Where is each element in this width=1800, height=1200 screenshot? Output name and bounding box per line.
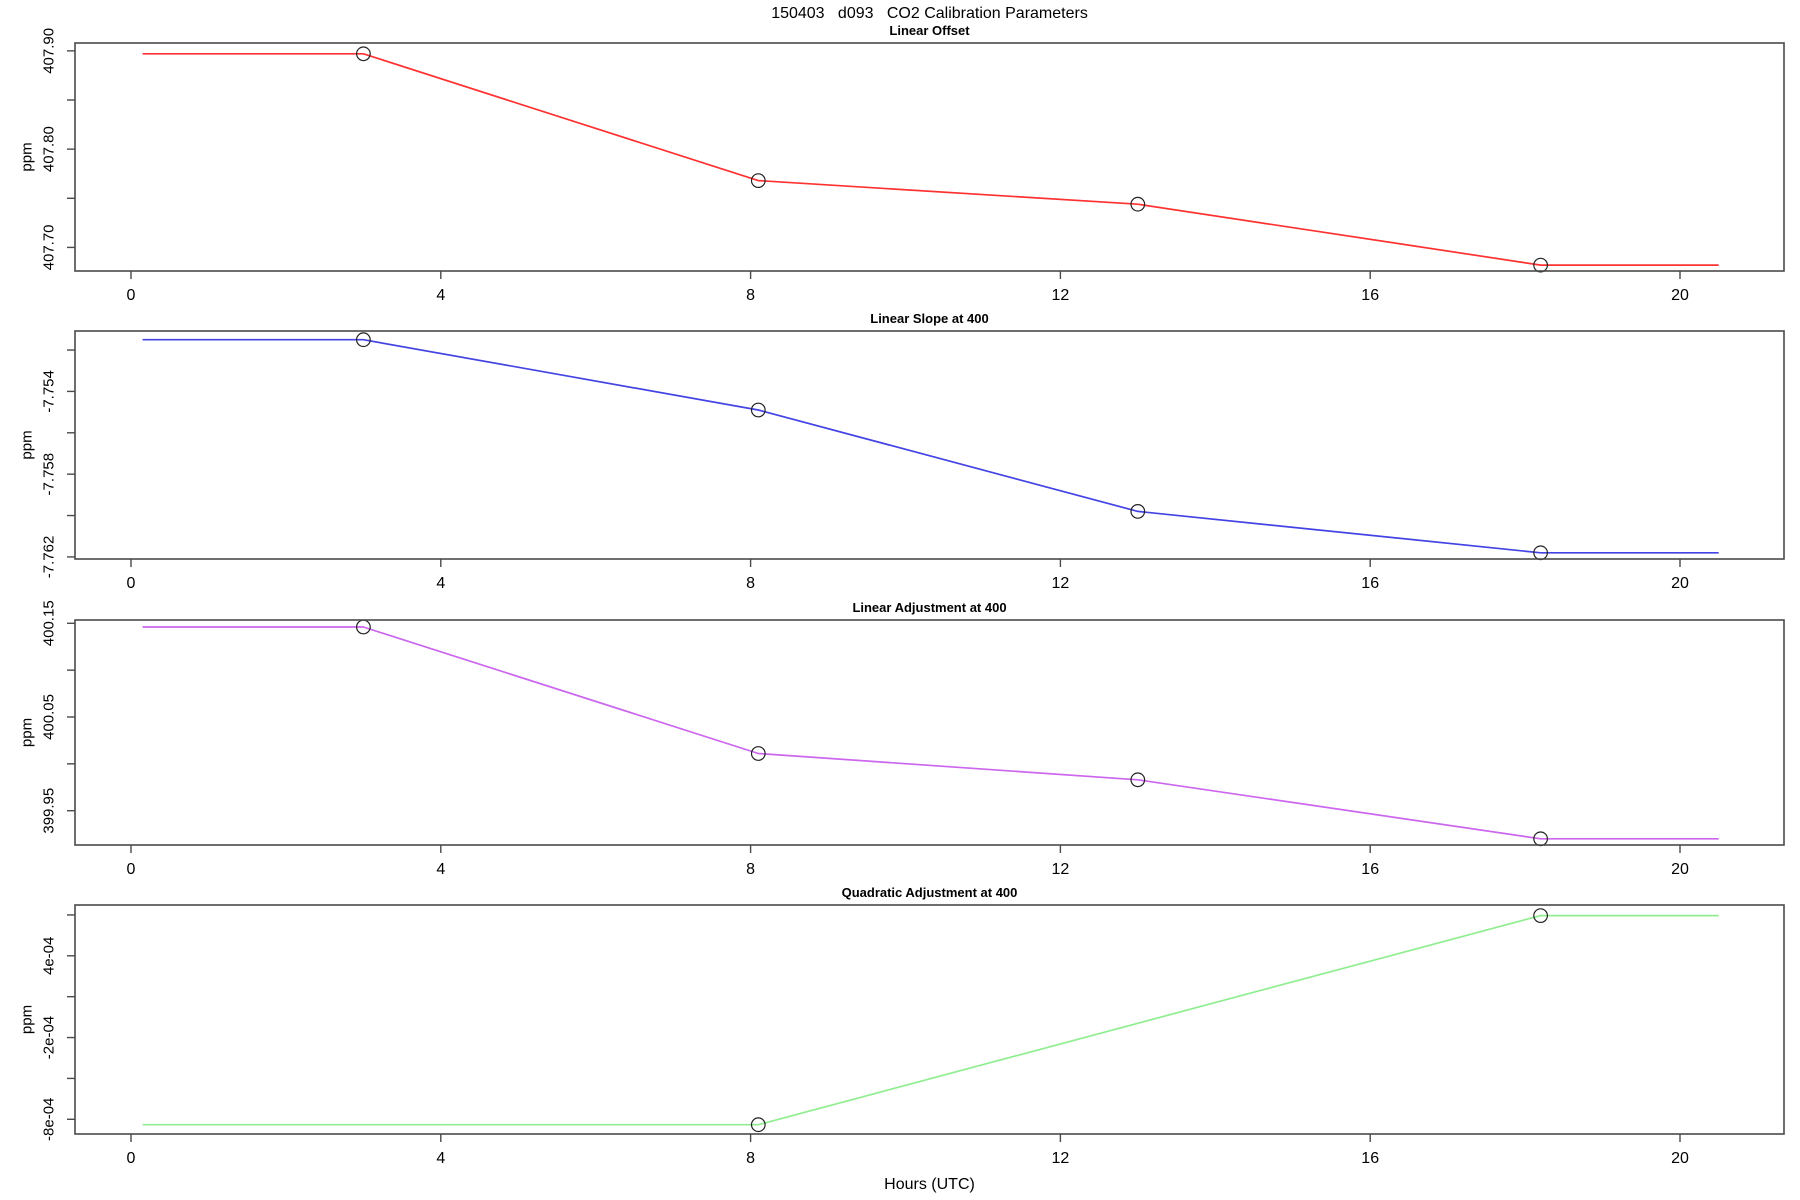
data-point [1533, 908, 1548, 923]
x-tick-label: 8 [746, 287, 755, 304]
y-tick-label: -2e-04 [40, 1016, 57, 1059]
data-point [1130, 504, 1146, 519]
panel-border [74, 42, 1785, 272]
y-tick-label: -7.762 [40, 536, 57, 579]
y-tick-label: 407.80 [40, 126, 57, 172]
y-tick-label: -7.758 [40, 453, 57, 496]
x-tick-label: 0 [127, 287, 136, 304]
x-tick-label: 20 [1671, 287, 1689, 304]
data-point [750, 173, 766, 189]
x-tick-label: 20 [1671, 575, 1689, 592]
panel-border [74, 330, 1785, 560]
x-tick-label: 20 [1671, 1150, 1689, 1167]
y-tick-label: 400.15 [40, 600, 57, 646]
x-tick-label: 8 [746, 861, 755, 878]
data-point [1130, 772, 1146, 788]
y-tick-label: -7.754 [40, 370, 57, 413]
x-tick-label: 8 [746, 575, 755, 592]
panel-linear-adjustment-at-400: Linear Adjustment at 400 400.15 400.05 399.… [18, 600, 1785, 878]
x-tick-label: 8 [746, 1150, 755, 1167]
y-tick-label: -8e-04 [40, 1098, 57, 1141]
x-tick-label: 4 [436, 1150, 445, 1167]
x-tick-label: 12 [1052, 1150, 1070, 1167]
data-line [142, 626, 1719, 840]
panel-title: Quadratic Adjustment at 400 [842, 885, 1018, 900]
x-tick-label: 16 [1361, 287, 1379, 304]
y-axis-title: ppm [18, 142, 35, 171]
y-tick-label: 407.70 [40, 224, 57, 270]
panel-title: Linear Slope at 400 [870, 311, 989, 326]
x-tick-label: 20 [1671, 861, 1689, 878]
data-point [750, 746, 766, 761]
page-title: 150403 d093 CO2 Calibration Parameters [771, 5, 1088, 22]
x-axis-title: Hours (UTC) [884, 1176, 975, 1193]
x-tick-label: 4 [436, 287, 445, 304]
x-tick-label: 0 [127, 1150, 136, 1167]
x-tick-label: 16 [1361, 575, 1379, 592]
data-point [1533, 257, 1548, 273]
panel-quadratic-adjustment-at-400: Quadratic Adjustment at 400 4e-04 -2e-04 -8… [18, 885, 1785, 1167]
x-tick-label: 0 [127, 575, 136, 592]
data-point [750, 402, 766, 418]
data-line [142, 914, 1719, 1126]
x-tick-label: 4 [436, 575, 445, 592]
y-axis-title: ppm [18, 1005, 35, 1034]
y-tick-label: 400.05 [40, 694, 57, 740]
panel-border [74, 619, 1785, 846]
x-tick-label: 16 [1361, 1150, 1379, 1167]
y-tick-label: 407.90 [40, 28, 57, 74]
x-tick-label: 0 [127, 861, 136, 878]
data-point [750, 1117, 766, 1133]
y-tick-label: 399.95 [40, 788, 57, 834]
data-line [142, 52, 1719, 266]
x-tick-label: 12 [1052, 575, 1070, 592]
x-tick-label: 12 [1052, 861, 1070, 878]
x-tick-label: 12 [1052, 287, 1070, 304]
panel-title: Linear Adjustment at 400 [852, 600, 1006, 615]
data-point [356, 46, 371, 62]
x-tick-label: 4 [436, 861, 445, 878]
data-point [1130, 196, 1146, 212]
x-tick-label: 16 [1361, 861, 1379, 878]
panel-title: Linear Offset [889, 23, 970, 38]
data-line [142, 338, 1719, 554]
panel-linear-slope-at-400: Linear Slope at 400 -7.754 -7.758 -7.762 ppm… [18, 311, 1785, 592]
data-point [356, 332, 371, 348]
y-tick-label: 4e-04 [40, 937, 57, 975]
y-axis-title: ppm [18, 430, 35, 459]
panel-border [74, 904, 1785, 1135]
panel-linear-offset: Linear Offset 407.90 407.80 407.70 ppm 0 4 8 12 1… [18, 23, 1785, 304]
y-axis-title: ppm [18, 718, 35, 747]
